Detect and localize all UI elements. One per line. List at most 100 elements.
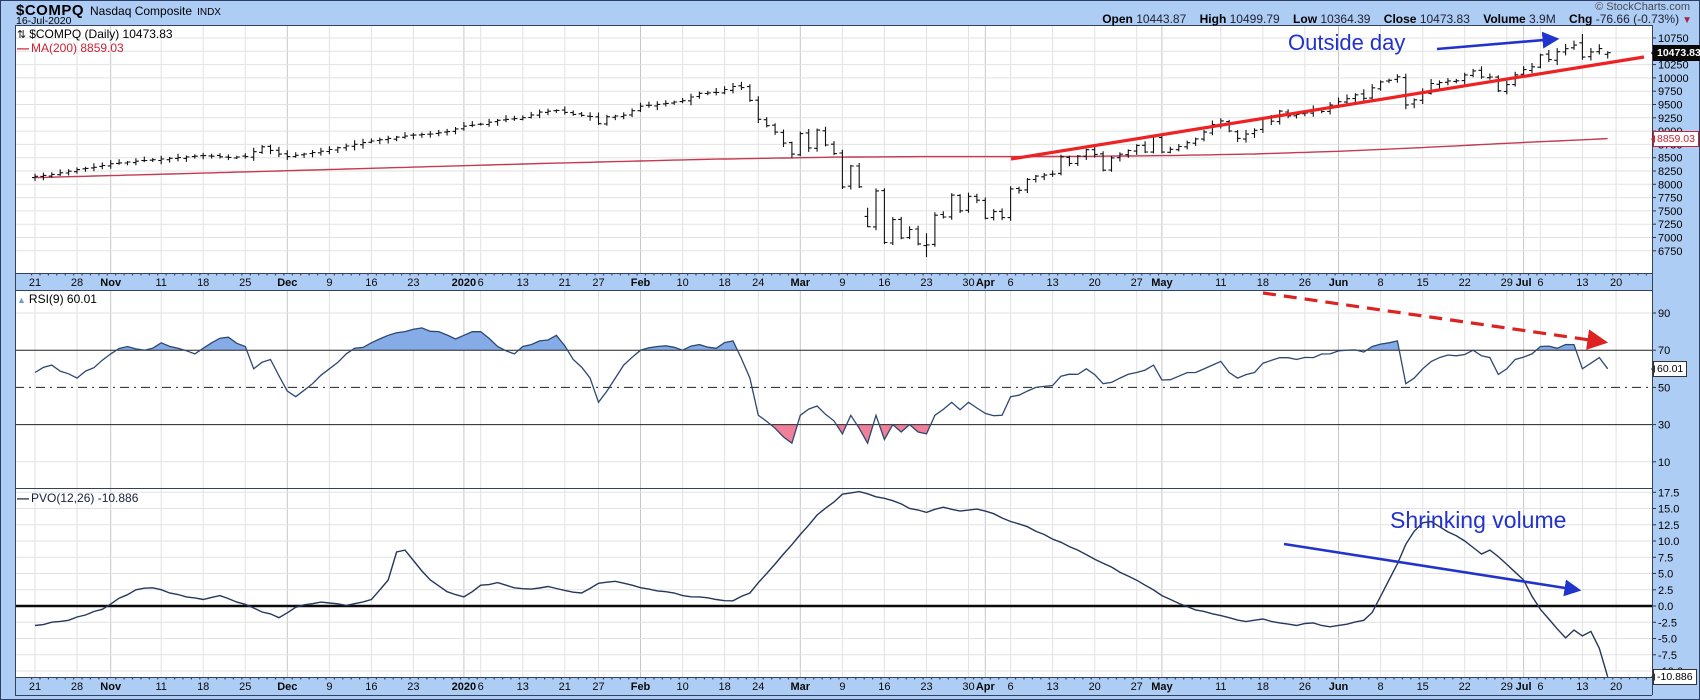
date-axis-top-label: 16 bbox=[365, 277, 377, 289]
chart-date: 16-Jul-2020 bbox=[16, 15, 72, 27]
date-axis-bottom-label: 28 bbox=[71, 681, 83, 693]
date-axis-top-label: 24 bbox=[752, 277, 764, 289]
date-axis-top-label: 13 bbox=[1046, 277, 1058, 289]
date-axis-bottom-label: 18 bbox=[197, 681, 209, 693]
date-axis-top-label: 27 bbox=[1131, 277, 1143, 289]
date-axis-bottom-label: 29 bbox=[1501, 681, 1513, 693]
date-axis-top-label: 18 bbox=[1257, 277, 1269, 289]
rsi-pane-legend: ▲ RSI(9) 60.01 bbox=[17, 292, 97, 306]
price-axis-label: 10000 bbox=[1658, 73, 1689, 85]
rsi-axis-label: 70 bbox=[1658, 345, 1670, 357]
pvo-line bbox=[34, 490, 1609, 677]
rsi-axis-label: 50 bbox=[1658, 382, 1670, 394]
date-axis-top-label: 10 bbox=[676, 277, 688, 289]
pvo-axis-label: -7.5 bbox=[1658, 650, 1677, 662]
date-axis-bottom-label: 26 bbox=[1299, 681, 1311, 693]
date-axis-bottom-label: 18 bbox=[1257, 681, 1269, 693]
date-axis-top-label: 2020 bbox=[452, 277, 476, 289]
rsi-axis-label: 30 bbox=[1658, 420, 1670, 432]
symbol-name: Nasdaq Composite bbox=[90, 4, 193, 18]
date-axis-bottom-label: Mar bbox=[791, 681, 811, 693]
date-axis-top-label: 9 bbox=[326, 277, 332, 289]
rsi-overbought-fill bbox=[116, 327, 1576, 351]
pvo-axis-label: 5.0 bbox=[1658, 569, 1673, 581]
date-axis-top-label: 26 bbox=[1299, 277, 1311, 289]
date-axis-top-label: 27 bbox=[592, 277, 604, 289]
date-axis-bottom-label: 9 bbox=[839, 681, 845, 693]
price-axis-label: 8250 bbox=[1658, 166, 1682, 178]
pvo-axis-label: -5.0 bbox=[1658, 634, 1677, 646]
ma-legend: — MA(200) 8859.03 bbox=[17, 41, 124, 55]
pvo-pane-legend: — PVO(12,26) -10.886 bbox=[17, 491, 138, 505]
rsi-value-box: 60.01 bbox=[1650, 361, 1688, 377]
date-axis-top-label: 16 bbox=[878, 277, 890, 289]
date-axis-top-label: 23 bbox=[920, 277, 932, 289]
price-axis-label: 7750 bbox=[1658, 193, 1682, 205]
date-axis-top-label: May bbox=[1151, 277, 1173, 289]
date-axis-top-label: Feb bbox=[631, 277, 651, 289]
quote-chg-label: Chg bbox=[1569, 12, 1593, 26]
date-axis-top-label: Dec bbox=[277, 277, 297, 289]
price-axis-label: 6750 bbox=[1658, 246, 1682, 258]
date-axis-top-label: 9 bbox=[839, 277, 845, 289]
date-axis-bottom-label: 13 bbox=[1576, 681, 1588, 693]
quote-close-value: 10473.83 bbox=[1419, 12, 1470, 26]
date-axis-bottom-label: Jul bbox=[1516, 681, 1532, 693]
pvo-axis-label: 15.0 bbox=[1658, 504, 1679, 516]
date-axis-bottom-label: 22 bbox=[1459, 681, 1471, 693]
ohlc-bars bbox=[32, 34, 1611, 258]
date-axis-top-label: Apr bbox=[976, 277, 996, 289]
pvo-value-box: -10.886 bbox=[1651, 669, 1697, 685]
quote-high-value: 10499.79 bbox=[1229, 12, 1280, 26]
rsi-indicator-icon: ▲ bbox=[17, 295, 26, 305]
pvo-legend-text: PVO(12,26) -10.886 bbox=[31, 491, 139, 505]
quote-close-label: Close bbox=[1383, 12, 1417, 26]
shrinking-volume-annotation: Shrinking volume bbox=[1390, 507, 1567, 533]
pvo-line-swatch: — bbox=[17, 491, 29, 505]
date-axis-top-label: 18 bbox=[197, 277, 209, 289]
pvo-pane bbox=[15, 488, 1652, 677]
stockcharts-credit-link[interactable]: © StockCharts.com bbox=[1595, 1, 1690, 13]
date-axis-bottom-label: 6 bbox=[1008, 681, 1014, 693]
price-legend-text: $COMPQ (Daily) 10473.83 bbox=[29, 27, 173, 41]
rsi-pane bbox=[15, 290, 1652, 488]
price-axis-label: 7500 bbox=[1658, 206, 1682, 218]
date-axis-bottom-label: 11 bbox=[155, 681, 166, 693]
date-axis-top-label: 20 bbox=[1610, 277, 1622, 289]
date-axis-bottom-label: 23 bbox=[920, 681, 932, 693]
quote-low-label: Low bbox=[1293, 12, 1318, 26]
price-axis-label: 7000 bbox=[1658, 233, 1682, 245]
date-axis-bottom-label: 25 bbox=[239, 681, 251, 693]
date-axis-bottom-label: 11 bbox=[1215, 681, 1226, 693]
rsi-axis-label: 10 bbox=[1658, 457, 1670, 469]
date-axis-top-label: 30 bbox=[962, 277, 974, 289]
date-axis-top-label: 20 bbox=[1089, 277, 1101, 289]
quote-volume-label: Volume bbox=[1483, 12, 1526, 26]
date-axis-bottom-label: 18 bbox=[718, 681, 730, 693]
pvo-axis-label: 0.0 bbox=[1658, 601, 1673, 613]
rsi-dashed-arrow bbox=[1262, 291, 1609, 350]
date-axis-bottom-label: Nov bbox=[100, 681, 122, 693]
date-axis-bottom-label: 6 bbox=[1537, 681, 1543, 693]
symbol-header: $COMPQ Nasdaq Composite INDX bbox=[16, 2, 221, 20]
date-axis-top-label: 25 bbox=[239, 277, 251, 289]
pvo-axis-label: 7.5 bbox=[1658, 552, 1673, 564]
date-axis-top-label: 15 bbox=[1417, 277, 1429, 289]
date-axis-bottom-label: 10 bbox=[676, 681, 688, 693]
rsi-line bbox=[34, 327, 1609, 445]
pvo-axis-label: 2.5 bbox=[1658, 585, 1673, 597]
quote-high-label: High bbox=[1199, 12, 1227, 26]
date-axis-top-label: 23 bbox=[407, 277, 419, 289]
date-axis-bottom-label: Jun bbox=[1329, 681, 1349, 693]
outside-day-arrow bbox=[1436, 31, 1560, 51]
date-axis-top-label: 29 bbox=[1501, 277, 1513, 289]
date-axis-bottom-label: 13 bbox=[1046, 681, 1058, 693]
price-pane-legend: ⇅ $COMPQ (Daily) 10473.83 bbox=[17, 27, 173, 41]
price-axis-label: 8500 bbox=[1658, 153, 1682, 165]
date-axis-bottom-label: 2020 bbox=[452, 681, 476, 693]
symbol-ticker: $COMPQ bbox=[16, 2, 85, 19]
date-axis-top-label: 13 bbox=[517, 277, 529, 289]
date-axis-bottom-label: 15 bbox=[1417, 681, 1429, 693]
